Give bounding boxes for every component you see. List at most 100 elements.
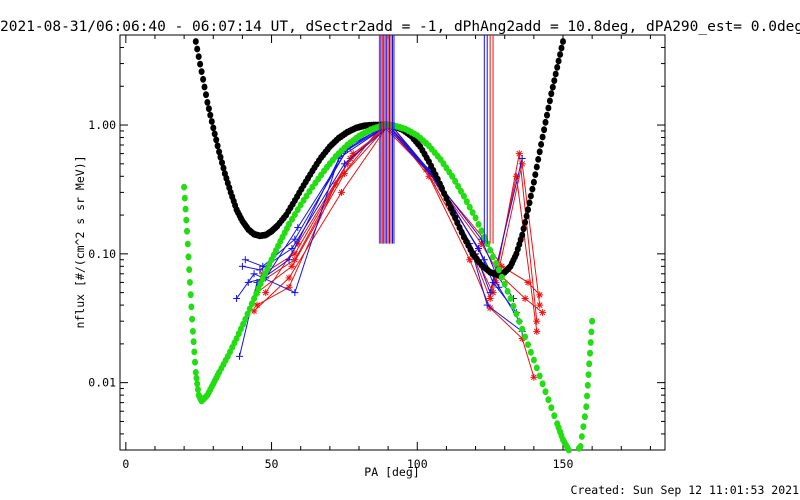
star-marker-d2 [536, 302, 543, 308]
black-fit-point [539, 133, 546, 141]
green-fit-point [527, 348, 534, 356]
black-fit-point [551, 77, 558, 84]
green-fit-point [181, 194, 188, 202]
green-fit-point [189, 315, 196, 323]
green-fit-point [458, 187, 464, 195]
black-fit-point [527, 192, 534, 200]
black-fit-point [541, 126, 548, 134]
vertical-markers-layer [378, 35, 494, 244]
green-fit-point [519, 325, 526, 333]
black-fit-point [549, 83, 556, 91]
y-tick-label: 0.10 [88, 247, 116, 261]
green-fit-point [513, 310, 520, 318]
black-fit-point [530, 178, 537, 186]
green-fit-point [244, 310, 251, 318]
green-fit-point [577, 443, 584, 450]
x-axis-label: PA [deg] [364, 465, 419, 479]
star-marker-d2 [350, 150, 357, 157]
star-marker-d2 [533, 318, 540, 325]
green-fit-point [587, 349, 593, 357]
green-fit-point [565, 446, 572, 454]
green-fit-point [545, 396, 552, 404]
green-fit-point [289, 215, 295, 223]
green-fit-point [186, 279, 193, 286]
green-fit-point [586, 360, 593, 368]
star-marker-d2 [292, 250, 298, 257]
green-fit-point [588, 328, 595, 336]
green-fit-point [294, 206, 301, 214]
green-fit-point [589, 317, 596, 325]
green-fit-point [188, 303, 195, 311]
green-fit-point [190, 338, 197, 346]
black-fit-point [205, 105, 212, 113]
green-fit-point [182, 205, 189, 213]
black-fit-point [548, 90, 555, 98]
black-fit-point [525, 206, 531, 214]
green-fit-point [501, 280, 508, 288]
green-fit-point [187, 291, 194, 299]
green-fit-point [449, 172, 456, 180]
black-fit-point [207, 111, 214, 119]
green-fit-point [286, 220, 292, 228]
star-marker-d2 [262, 289, 269, 296]
green-fit-point [191, 348, 198, 356]
black-fit-point [554, 64, 561, 71]
black-fit-point [520, 225, 527, 233]
green-fit-point [525, 341, 531, 348]
star-marker-d2 [533, 328, 540, 335]
black-fit-point [558, 44, 565, 52]
green-fit-point [192, 358, 198, 366]
created-timestamp: Created: Sun Sep 12 11:01:53 2021 [571, 483, 800, 497]
star-marker-d2 [487, 305, 493, 311]
green-fit-point [478, 227, 485, 235]
green-fit-point [469, 209, 476, 216]
star-marker-d2 [289, 263, 295, 270]
green-fit-point [242, 316, 249, 323]
x-tick-label: 50 [265, 457, 279, 471]
chart-title: 2021-08-31/06:06:40 - 06:07:14 UT, dSect… [0, 19, 800, 35]
green-fit-point [539, 380, 546, 388]
star-marker-d2 [332, 180, 339, 187]
black-fit-point [526, 199, 533, 207]
black-fit-point [211, 130, 218, 138]
green-fit-point [507, 295, 514, 302]
black-fit-point [210, 124, 217, 132]
black-fit-point [203, 91, 209, 99]
black-fit-point [219, 159, 225, 167]
green-fit-point [516, 318, 523, 325]
red-flux-line [256, 124, 538, 332]
black-fit-point [546, 97, 553, 105]
green-fit-point [186, 266, 193, 273]
black-fit-point [536, 148, 543, 156]
black-fit-point [535, 156, 542, 163]
green-fit-point [246, 305, 253, 313]
black-fit-point [198, 68, 205, 75]
black-fit-point [532, 171, 539, 179]
green-fit-point [183, 216, 190, 224]
y-axis-label: nflux [#/(cm^2 s sr MeV)] [73, 155, 87, 328]
green-fit-point [181, 183, 188, 191]
green-fit-point [463, 198, 470, 206]
green-fit-point [189, 328, 196, 335]
green-fit-point [184, 240, 191, 248]
black-fit-point [555, 57, 562, 65]
black-fit-point [213, 136, 220, 144]
green-fit-point [542, 388, 549, 396]
star-marker-d2 [539, 309, 546, 316]
green-fit-point [493, 260, 499, 267]
green-fit-point [192, 369, 199, 376]
black-fit-point [192, 38, 199, 45]
green-fit-point [522, 333, 529, 341]
star-marker-d2 [536, 292, 543, 298]
y-tick-label: 1.00 [88, 118, 116, 132]
green-fit-point [466, 203, 473, 211]
black-fit-point [194, 45, 201, 53]
green-fit-point [548, 404, 555, 412]
green-fit-point [194, 380, 201, 388]
star-marker-d2 [254, 302, 260, 308]
green-fit-point [587, 339, 594, 346]
black-fit-point [529, 185, 536, 193]
x-tick-label: 0 [122, 457, 129, 471]
black-fit-point [538, 141, 545, 148]
